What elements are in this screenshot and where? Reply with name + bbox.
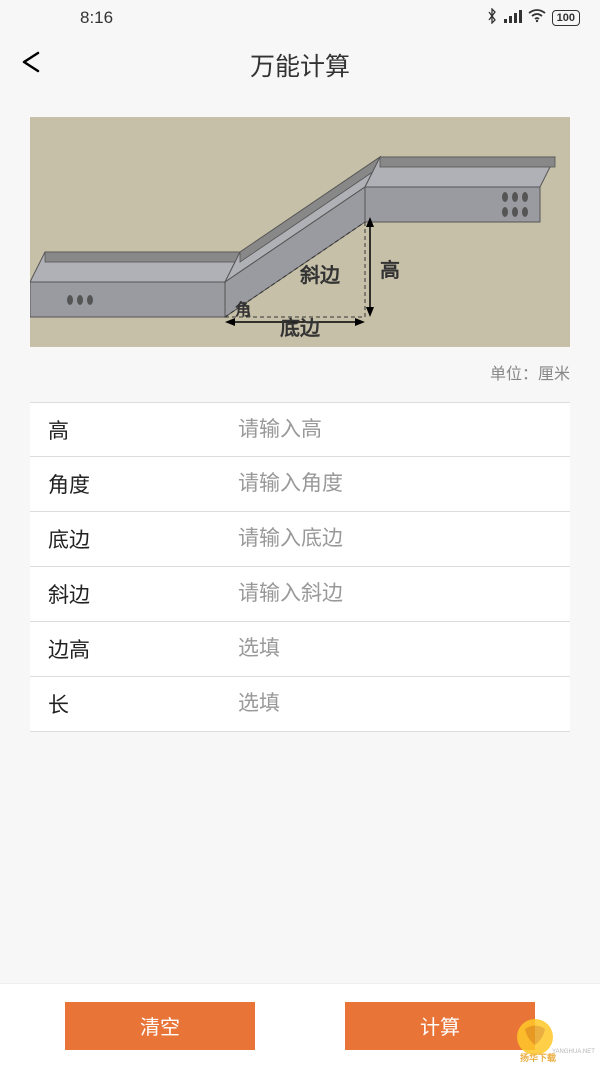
input-hypotenuse[interactable] xyxy=(238,582,552,606)
calculate-button[interactable]: 计算 xyxy=(345,1002,535,1050)
diagram-label-gao: 高 xyxy=(380,258,400,282)
signal-icon xyxy=(504,9,522,27)
status-time: 8:16 xyxy=(80,8,113,28)
label-base: 底边 xyxy=(48,524,238,554)
label-height: 高 xyxy=(48,415,238,445)
bottom-bar: 清空 计算 xyxy=(0,983,600,1067)
diagram-container: 斜边 高 底边 角 xyxy=(30,117,570,347)
form-row-height: 高 xyxy=(30,402,570,457)
diagram-label-xiebian: 斜边 xyxy=(299,263,341,287)
form-row-length: 长 xyxy=(30,677,570,732)
label-length: 长 xyxy=(48,689,238,719)
input-sideheight[interactable] xyxy=(238,637,552,661)
form-row-hypotenuse: 斜边 xyxy=(30,567,570,622)
wifi-icon xyxy=(528,9,546,27)
input-height[interactable] xyxy=(238,418,552,442)
clear-button[interactable]: 清空 xyxy=(65,1002,255,1050)
status-bar: 8:16 100 xyxy=(0,0,600,35)
form-row-angle: 角度 xyxy=(30,457,570,512)
form-row-sideheight: 边高 xyxy=(30,622,570,677)
status-icons: 100 xyxy=(486,8,580,28)
diagram-label-dibian: 底边 xyxy=(280,316,321,340)
input-angle[interactable] xyxy=(238,472,552,496)
bluetooth-icon xyxy=(486,8,498,28)
page-title: 万能计算 xyxy=(250,47,350,83)
form-container: 高 角度 底边 斜边 边高 长 xyxy=(30,402,570,732)
unit-label: 单位：厘米 xyxy=(0,352,600,394)
input-length[interactable] xyxy=(238,692,552,716)
input-base[interactable] xyxy=(238,527,552,551)
battery-icon: 100 xyxy=(552,10,580,26)
tray-diagram: 斜边 高 底边 角 xyxy=(30,117,570,347)
label-sideheight: 边高 xyxy=(48,634,238,664)
back-icon[interactable] xyxy=(18,49,44,82)
label-angle: 角度 xyxy=(48,469,238,499)
label-hypotenuse: 斜边 xyxy=(48,579,238,609)
form-row-base: 底边 xyxy=(30,512,570,567)
header: 万能计算 xyxy=(0,35,600,95)
